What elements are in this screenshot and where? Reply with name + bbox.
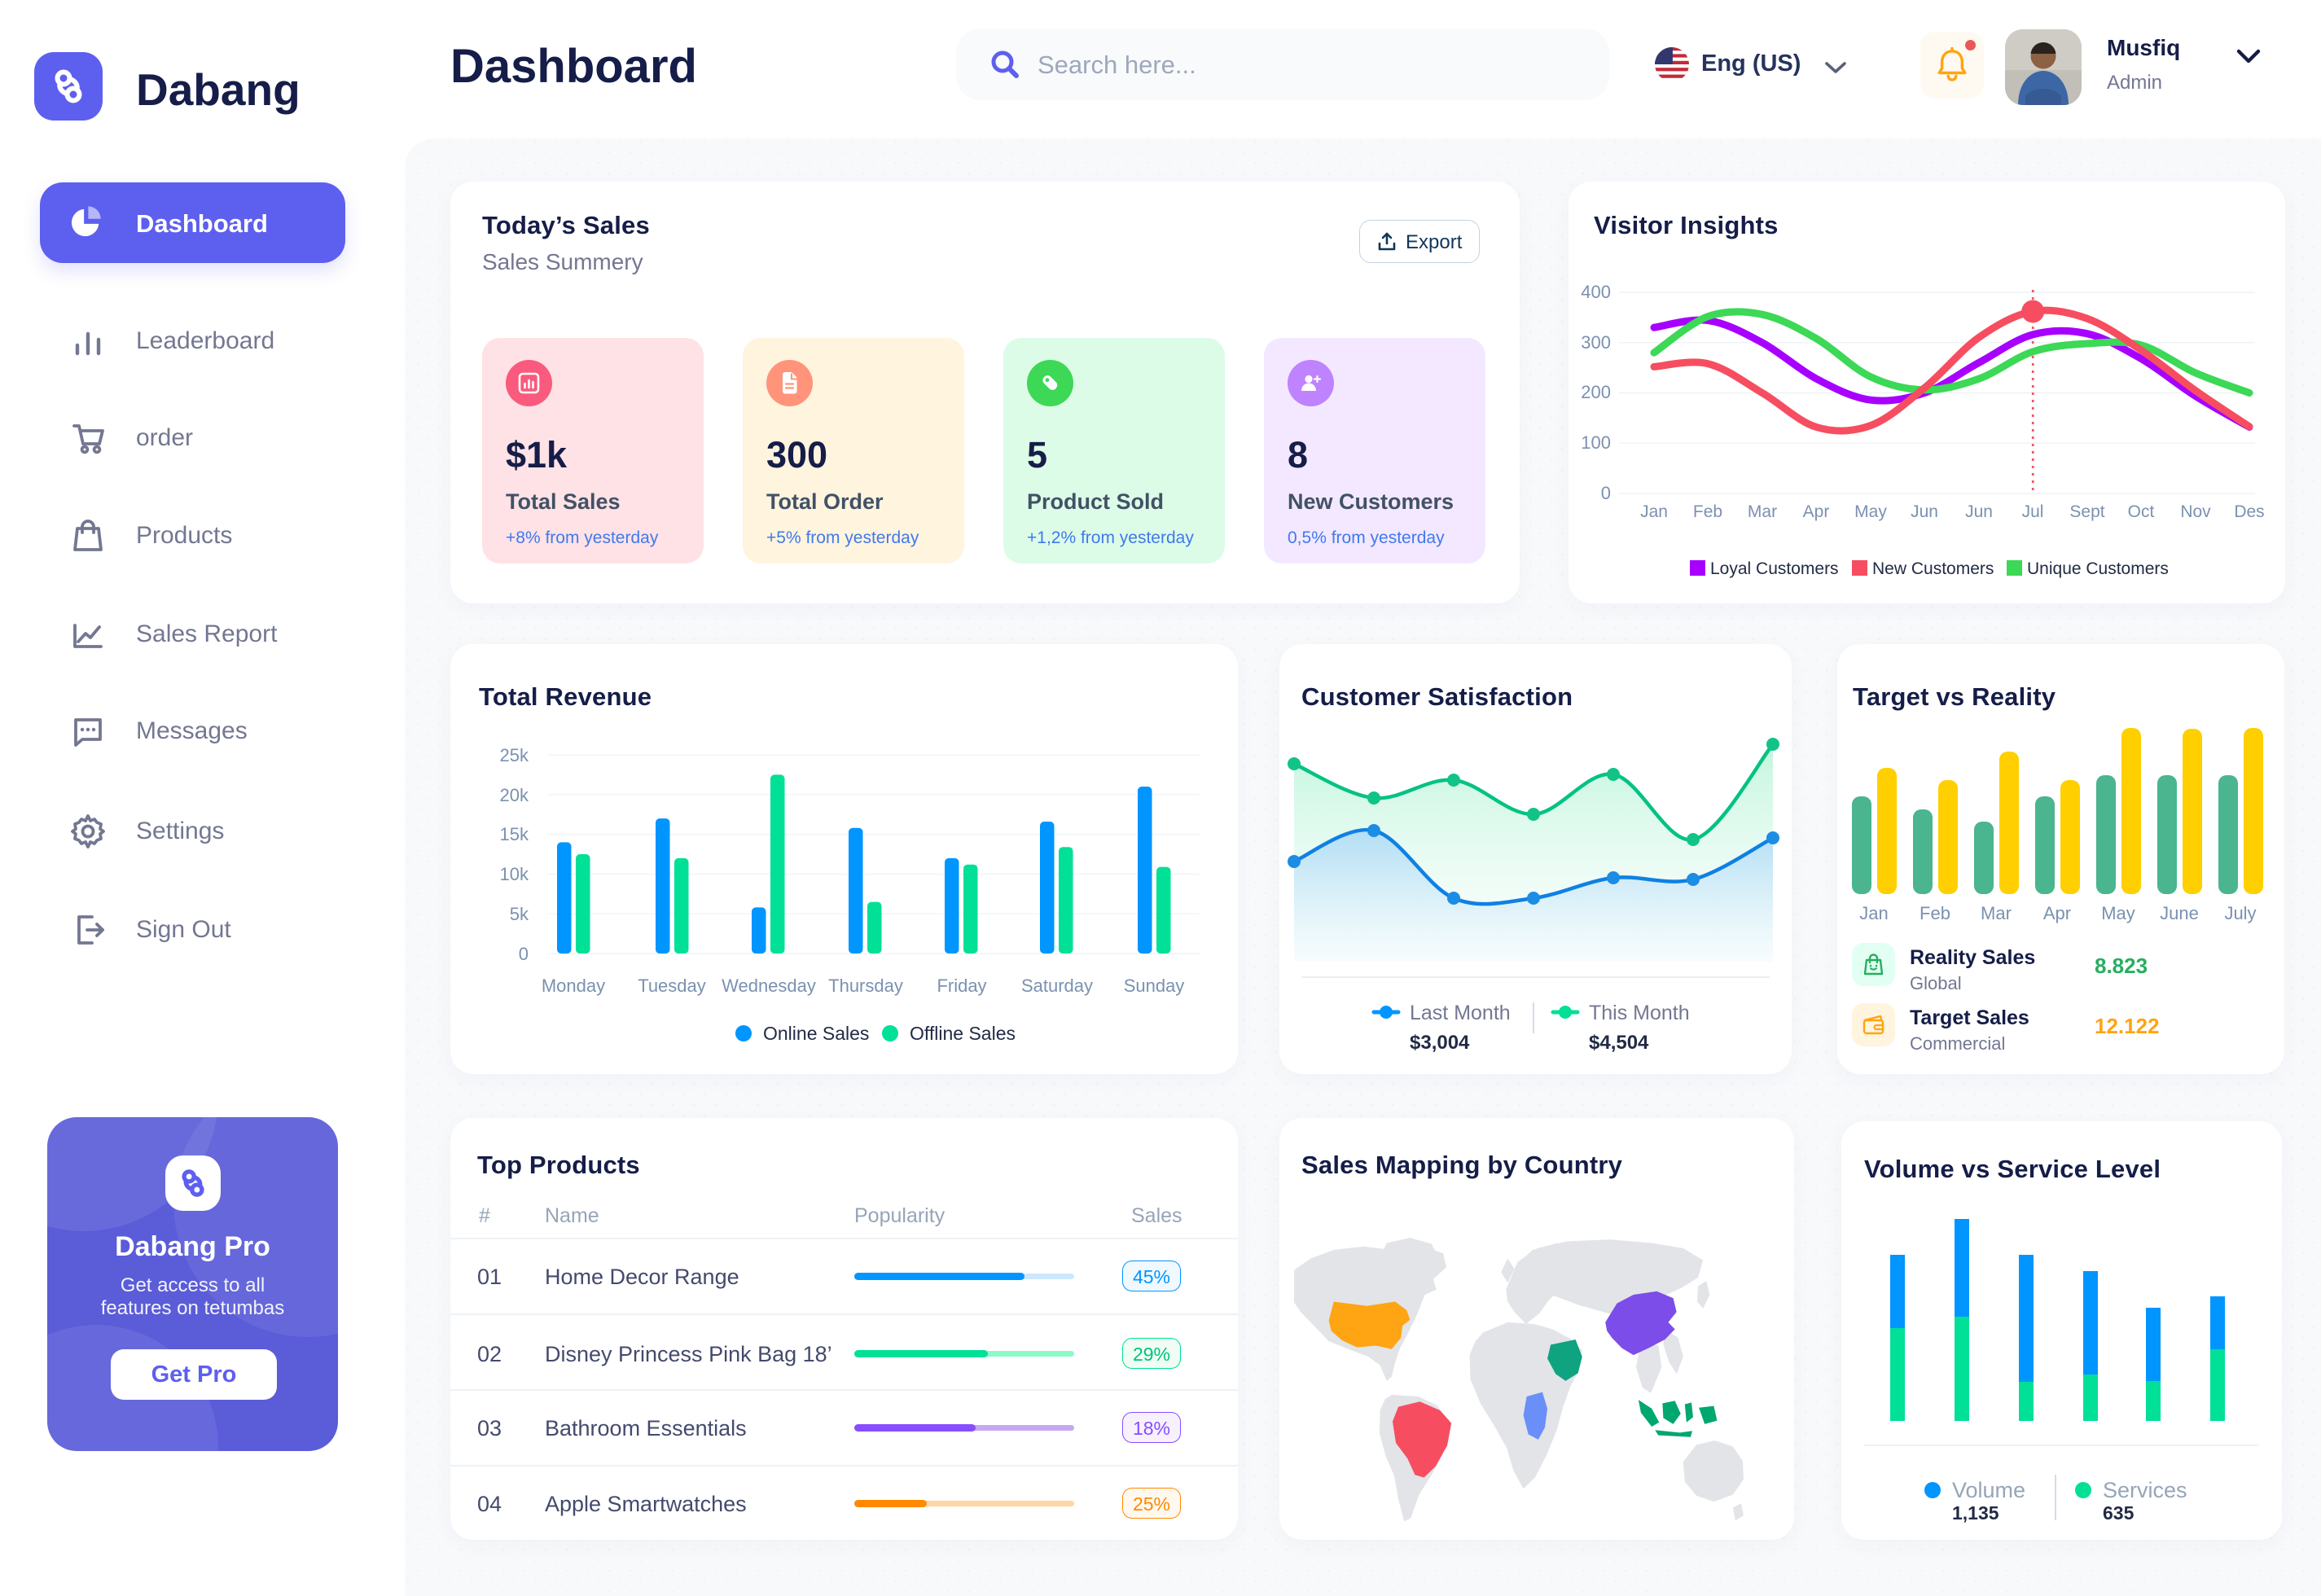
svg-text:Jan: Jan [1859, 903, 1888, 923]
svg-text:400: 400 [1581, 282, 1611, 302]
svg-text:Tuesday: Tuesday [638, 976, 706, 996]
svg-text:Apr: Apr [1803, 502, 1830, 521]
svg-text:5k: 5k [510, 904, 529, 924]
svg-text:200: 200 [1581, 382, 1611, 402]
svg-text:100: 100 [1581, 432, 1611, 453]
svg-text:Mar: Mar [1981, 903, 2012, 923]
svg-text:25k: 25k [500, 745, 529, 765]
svg-text:Jul: Jul [2022, 502, 2044, 521]
svg-text:Last Month: Last Month [1410, 1002, 1511, 1024]
svg-text:Oct: Oct [2128, 502, 2155, 521]
svg-text:June: June [2160, 903, 2199, 923]
svg-text:300: 300 [1581, 332, 1611, 353]
svg-text:Des: Des [2234, 502, 2264, 521]
svg-text:0: 0 [519, 944, 529, 964]
svg-text:Jan: Jan [1640, 502, 1668, 521]
svg-text:1,135: 1,135 [1952, 1502, 1999, 1524]
svg-text:Mar: Mar [1748, 502, 1777, 521]
svg-text:Sunday: Sunday [1124, 976, 1185, 996]
svg-text:635: 635 [2103, 1502, 2135, 1524]
svg-text:Wednesday: Wednesday [722, 976, 816, 996]
svg-text:New Customers: New Customers [1872, 559, 1994, 578]
svg-text:Services: Services [2103, 1478, 2187, 1502]
svg-text:Saturday: Saturday [1021, 976, 1093, 996]
svg-text:Loyal Customers: Loyal Customers [1710, 559, 1839, 578]
svg-text:Friday: Friday [937, 976, 986, 996]
svg-text:July: July [2224, 903, 2256, 923]
svg-text:May: May [2101, 903, 2135, 923]
svg-text:Monday: Monday [542, 976, 605, 996]
svg-text:Offline Sales: Offline Sales [910, 1023, 1016, 1044]
svg-text:Nov: Nov [2180, 502, 2211, 521]
svg-text:Feb: Feb [1920, 903, 1950, 923]
svg-text:$4,504: $4,504 [1589, 1032, 1649, 1054]
svg-text:May: May [1854, 502, 1887, 521]
svg-text:Jun: Jun [1911, 502, 1938, 521]
svg-text:20k: 20k [500, 785, 529, 805]
svg-text:Apr: Apr [2043, 903, 2071, 923]
svg-text:Online Sales: Online Sales [763, 1023, 869, 1044]
svg-text:0: 0 [1601, 483, 1611, 503]
svg-text:Sept: Sept [2069, 502, 2104, 521]
svg-text:Feb: Feb [1693, 502, 1722, 521]
svg-text:Volume: Volume [1952, 1478, 2025, 1502]
svg-text:This Month: This Month [1589, 1002, 1690, 1024]
svg-text:10k: 10k [500, 864, 529, 884]
svg-text:Unique Customers: Unique Customers [2027, 559, 2169, 578]
svg-text:$3,004: $3,004 [1410, 1032, 1470, 1054]
svg-text:15k: 15k [500, 824, 529, 844]
svg-text:Thursday: Thursday [828, 976, 903, 996]
svg-text:Jun: Jun [1965, 502, 1993, 521]
